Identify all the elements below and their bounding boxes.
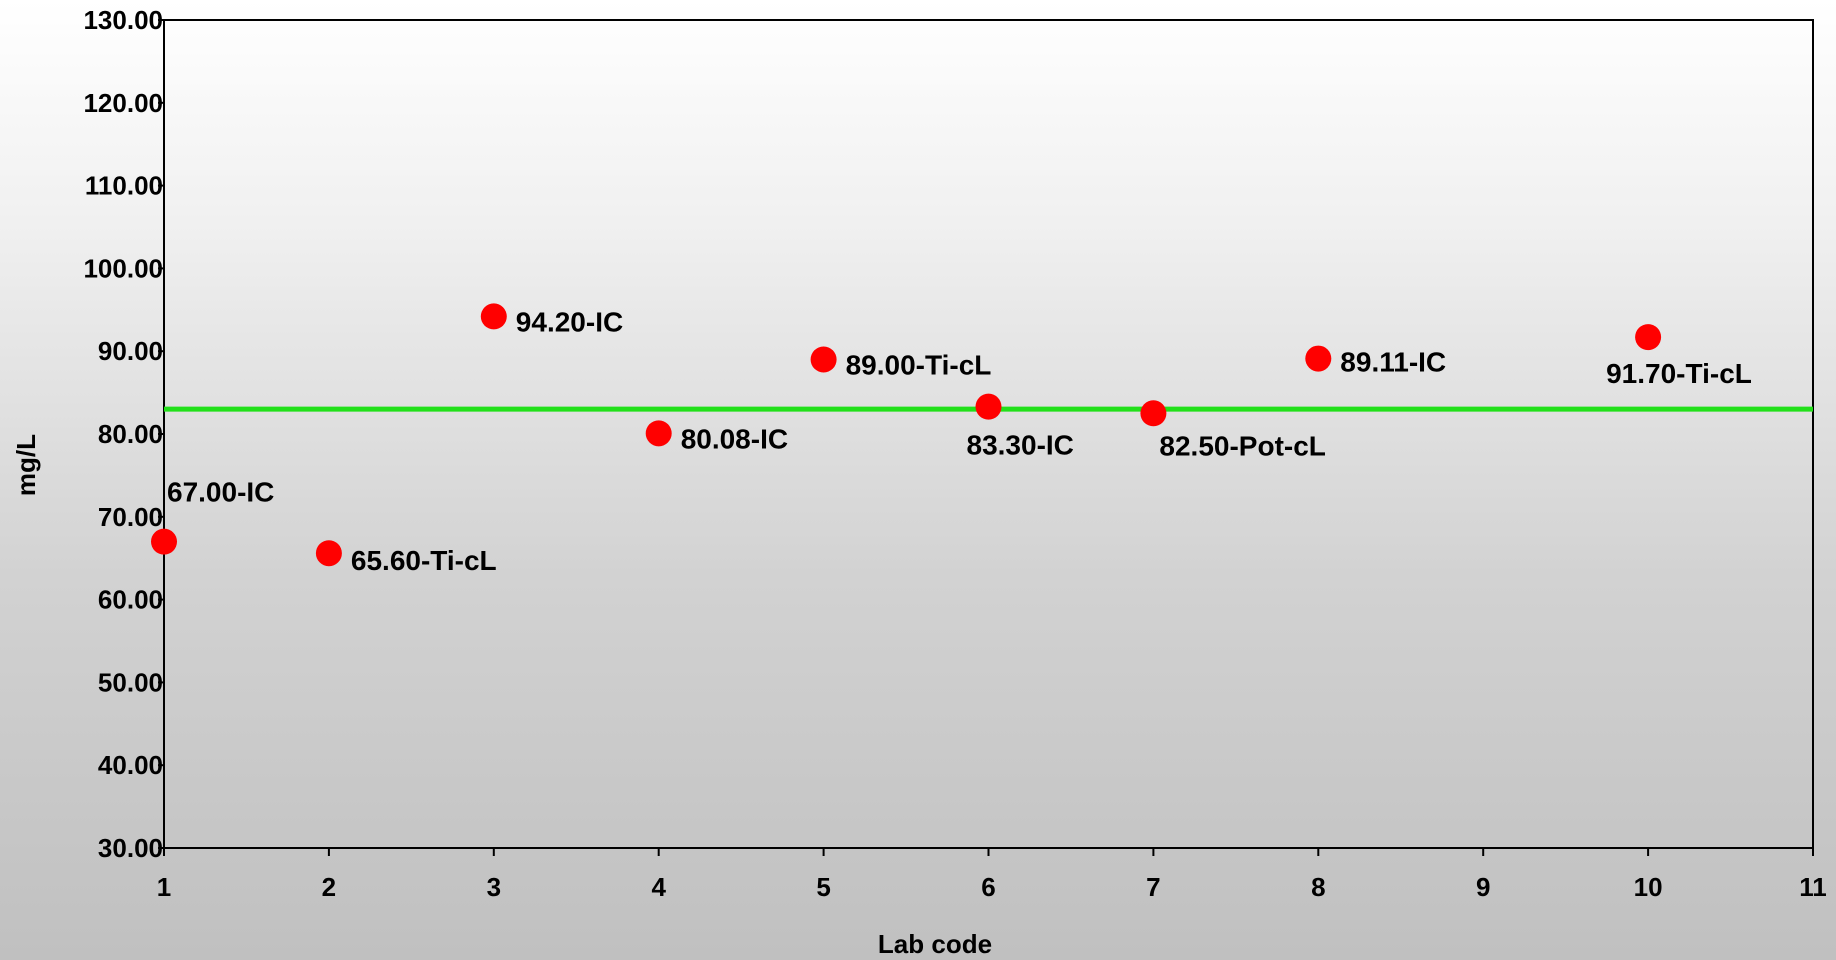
x-axis-title: Lab code xyxy=(878,929,992,959)
x-tick-label: 10 xyxy=(1634,872,1663,902)
y-tick-label: 90.00 xyxy=(98,336,163,366)
x-tick-label: 9 xyxy=(1476,872,1490,902)
y-tick-label: 60.00 xyxy=(98,585,163,615)
data-point xyxy=(976,394,1002,420)
data-point xyxy=(1140,400,1166,426)
data-point xyxy=(316,540,342,566)
data-label: 91.70-Ti-cL xyxy=(1606,358,1752,389)
data-point xyxy=(481,303,507,329)
y-tick-label: 70.00 xyxy=(98,502,163,532)
x-tick-label: 7 xyxy=(1146,872,1160,902)
x-tick-label: 11 xyxy=(1799,872,1827,902)
data-point xyxy=(1635,324,1661,350)
x-tick-label: 6 xyxy=(981,872,995,902)
y-tick-label: 100.00 xyxy=(83,253,163,283)
data-label: 94.20-IC xyxy=(516,306,623,337)
data-label: 80.08-IC xyxy=(681,423,788,454)
data-point xyxy=(646,420,672,446)
y-axis-title: mg/L xyxy=(11,434,41,496)
y-axis-ticks: 30.00 40.00 50.00 60.00 70.00 80.00 90.00 100.0… xyxy=(83,5,163,863)
x-tick-label: 5 xyxy=(816,872,830,902)
data-label: 65.60-Ti-cL xyxy=(351,545,497,576)
y-tick-label: 50.00 xyxy=(98,667,163,697)
data-point xyxy=(1305,346,1331,372)
data-label: 67.00-IC xyxy=(167,477,274,508)
data-label: 83.30-IC xyxy=(967,430,1074,461)
x-tick-label: 1 xyxy=(157,872,171,902)
data-point xyxy=(151,529,177,555)
x-tick-label: 4 xyxy=(651,872,666,902)
x-tick-label: 2 xyxy=(322,872,336,902)
y-tick-label: 80.00 xyxy=(98,419,163,449)
y-tick-label: 110.00 xyxy=(85,171,163,201)
x-tick-label: 8 xyxy=(1311,872,1325,902)
data-label: 89.11-IC xyxy=(1340,347,1446,378)
y-tick-label: 120.00 xyxy=(83,88,163,118)
y-tick-label: 30.00 xyxy=(98,833,163,863)
data-label: 82.50-Pot-cL xyxy=(1159,430,1326,461)
y-tick-label: 40.00 xyxy=(98,750,163,780)
data-point xyxy=(811,346,837,372)
x-tick-label: 3 xyxy=(487,872,501,902)
y-tick-label: 130.00 xyxy=(83,5,163,35)
x-axis-ticks: 1 2 3 4 5 6 7 8 9 10 11 xyxy=(157,872,1827,902)
data-label: 89.00-Ti-cL xyxy=(846,349,992,380)
